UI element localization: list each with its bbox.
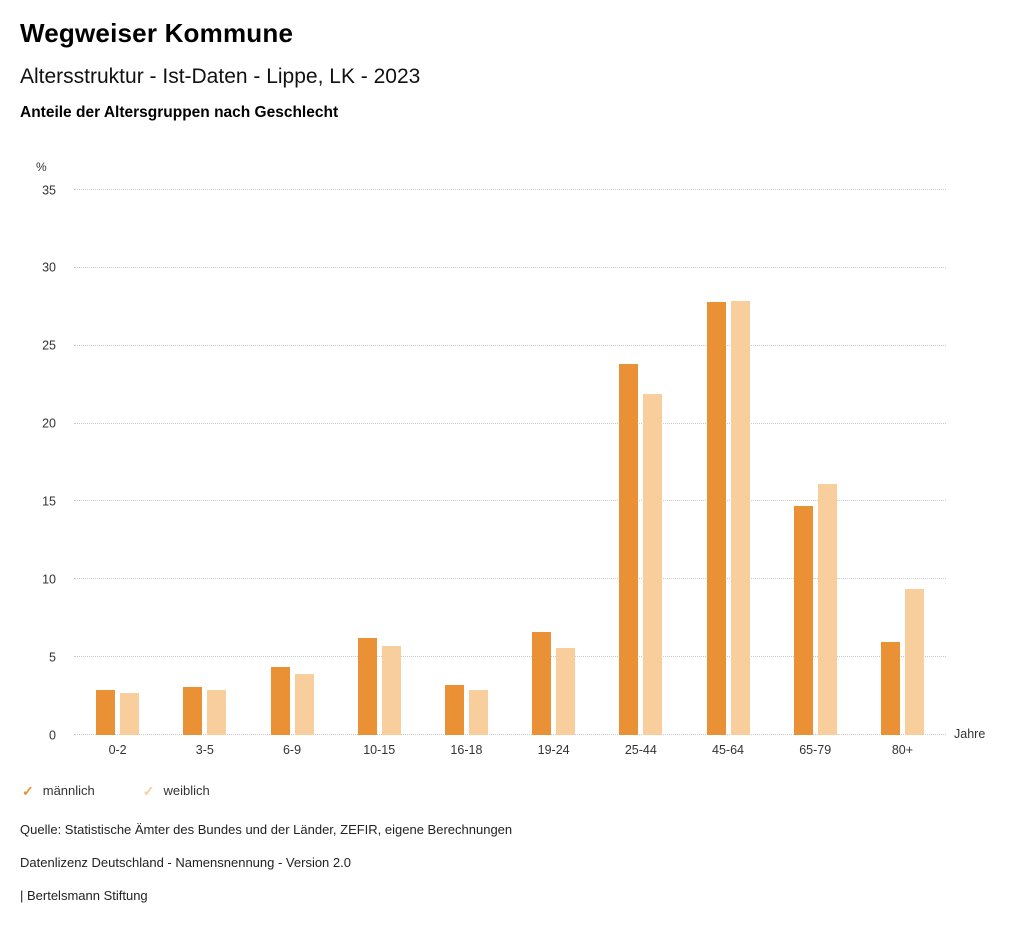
x-tick-label: 19-24 xyxy=(537,743,570,757)
bar-weiblich-45-64 xyxy=(730,300,750,735)
y-tick-label: 35 xyxy=(42,182,56,197)
y-tick-label: 5 xyxy=(49,649,56,664)
bar-männlich-80+ xyxy=(880,641,900,735)
bar-group-45-64 xyxy=(684,190,771,735)
bar-männlich-16-18 xyxy=(444,685,464,735)
x-tick-label: 6-9 xyxy=(282,743,302,757)
x-tick-label: 0-2 xyxy=(108,743,127,757)
chart-title: Anteile der Altersgruppen nach Geschlech… xyxy=(20,104,339,121)
bar-männlich-3-5 xyxy=(183,686,203,735)
x-tick-label: 3-5 xyxy=(195,743,214,757)
bar-group-0-2 xyxy=(74,190,161,735)
legend-item-männlich[interactable]: ✓ männlich xyxy=(22,783,95,798)
y-tick-label: 25 xyxy=(42,338,56,353)
gridline xyxy=(74,578,946,580)
bar-männlich-0-2 xyxy=(96,689,116,735)
chart-area: 0 5 10 15 20 25 30 35 Jahre xyxy=(20,184,1004,741)
footer: Quelle: Statistische Ämter des Bundes un… xyxy=(20,822,1004,903)
y-tick-label: 0 xyxy=(49,727,56,742)
bar-weiblich-16-18 xyxy=(468,689,488,735)
bar-weiblich-19-24 xyxy=(556,647,576,735)
bar-weiblich-3-5 xyxy=(207,689,227,735)
gridline xyxy=(74,656,946,658)
gridline xyxy=(74,266,946,268)
bar-weiblich-65-79 xyxy=(817,484,837,735)
page: Wegweiser Kommune Altersstruktur - Ist-D… xyxy=(20,18,1004,903)
legend-label: weiblich xyxy=(163,783,210,798)
legend-item-weiblich[interactable]: ✓ weiblich xyxy=(143,783,210,798)
license-note: Datenlizenz Deutschland - Namensnennung … xyxy=(20,855,351,870)
bar-group-65-79 xyxy=(772,190,859,735)
attribution-note: | Bertelsmann Stiftung xyxy=(20,888,148,903)
y-tick-label: 10 xyxy=(42,572,56,587)
page-title: Wegweiser Kommune xyxy=(20,18,294,48)
bar-männlich-45-64 xyxy=(706,302,726,735)
gridline xyxy=(74,422,946,424)
bar-group-3-5 xyxy=(161,190,248,735)
gridline xyxy=(74,189,946,190)
plot-area xyxy=(74,189,946,735)
bar-weiblich-25-44 xyxy=(643,394,663,735)
gridline xyxy=(74,734,946,735)
y-tick-label: 30 xyxy=(42,260,56,275)
bar-männlich-10-15 xyxy=(357,638,377,735)
bar-group-10-15 xyxy=(336,190,423,735)
bar-männlich-65-79 xyxy=(793,506,813,735)
y-axis-unit-label: % xyxy=(36,160,47,174)
gridline xyxy=(74,500,946,502)
bar-group-80+ xyxy=(859,190,946,735)
x-tick-label: 16-18 xyxy=(450,743,483,757)
x-tick-label: 25-44 xyxy=(624,743,657,757)
x-axis-labels: 0-2 3-5 6-9 10-15 16-18 19-24 25-44 45-64 65-79 8… xyxy=(74,743,946,757)
right-axis: Jahre xyxy=(946,190,1004,741)
bar-weiblich-0-2 xyxy=(120,692,140,735)
bar-männlich-25-44 xyxy=(619,364,639,735)
gridline xyxy=(74,344,946,346)
bar-group-25-44 xyxy=(597,190,684,735)
bar-weiblich-10-15 xyxy=(381,646,401,735)
bar-weiblich-6-9 xyxy=(294,674,314,735)
y-tick-label: 20 xyxy=(42,416,56,431)
x-tick-label: 45-64 xyxy=(712,743,745,757)
check-icon: ✓ xyxy=(22,782,34,799)
page-subtitle: Altersstruktur - Ist-Daten - Lippe, LK -… xyxy=(20,65,421,88)
check-icon: ✓ xyxy=(142,782,155,799)
x-tick-label: 65-79 xyxy=(799,743,832,757)
bar-weiblich-80+ xyxy=(904,588,924,735)
bar-männlich-6-9 xyxy=(270,666,290,735)
x-tick-label: 10-15 xyxy=(363,743,396,757)
bar-group-16-18 xyxy=(423,190,510,735)
legend: ✓ männlich ✓ weiblich xyxy=(22,783,1004,798)
source-note: Quelle: Statistische Ämter des Bundes un… xyxy=(20,822,513,837)
bar-group-19-24 xyxy=(510,190,597,735)
legend-label: männlich xyxy=(42,783,95,798)
x-axis-unit-label: Jahre xyxy=(954,727,986,741)
bar-group-6-9 xyxy=(248,190,335,735)
y-axis-labels: 0 5 10 15 20 25 30 35 xyxy=(20,184,56,741)
x-tick-label: 80+ xyxy=(891,743,914,757)
bar-groups xyxy=(74,190,946,735)
y-tick-label: 15 xyxy=(42,494,56,509)
bar-männlich-19-24 xyxy=(532,632,552,735)
